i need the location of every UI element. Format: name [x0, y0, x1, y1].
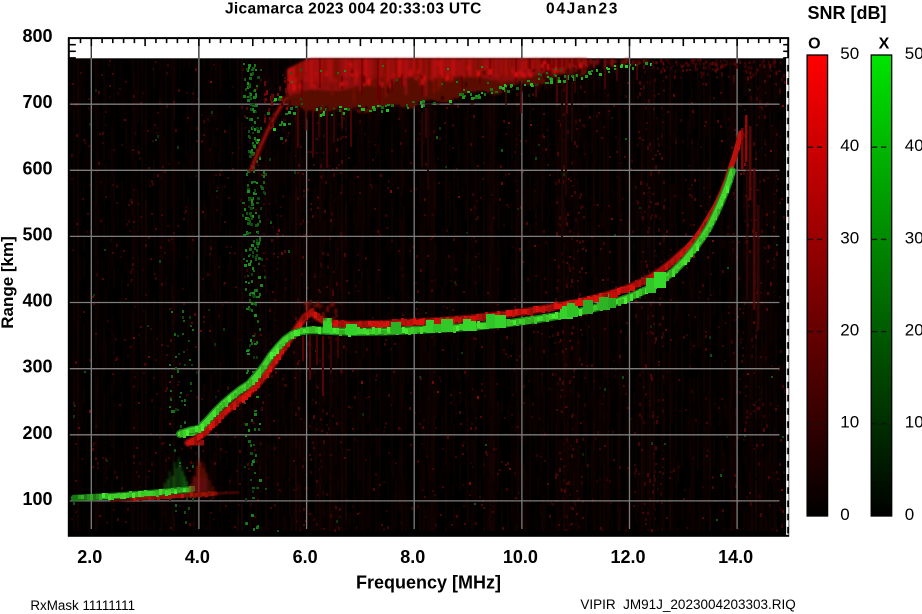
- svg-text:30: 30: [905, 228, 922, 247]
- svg-text:700: 700: [22, 92, 52, 112]
- svg-text:8.0: 8.0: [400, 547, 425, 567]
- svg-text:10: 10: [840, 413, 859, 432]
- svg-text:SNR [dB]: SNR [dB]: [808, 3, 887, 23]
- svg-text:6.0: 6.0: [293, 547, 318, 567]
- svg-text:100: 100: [22, 489, 52, 509]
- svg-text:500: 500: [22, 224, 52, 244]
- svg-text:20: 20: [905, 321, 922, 340]
- svg-text:40: 40: [905, 136, 922, 155]
- svg-text:O: O: [808, 36, 820, 53]
- svg-text:0: 0: [840, 505, 849, 524]
- svg-text:Frequency [MHz]: Frequency [MHz]: [356, 573, 501, 593]
- svg-text:300: 300: [22, 357, 52, 377]
- svg-text:X: X: [879, 36, 890, 53]
- svg-text:12.0: 12.0: [610, 547, 645, 567]
- svg-text:Jicamarca 2023 004 20:33:03 UT: Jicamarca 2023 004 20:33:03 UTC: [225, 1, 482, 18]
- svg-text:04Jan23: 04Jan23: [546, 1, 619, 18]
- svg-text:14.0: 14.0: [718, 547, 753, 567]
- svg-text:800: 800: [22, 26, 52, 46]
- svg-text:RxMask 11111111: RxMask 11111111: [30, 598, 135, 613]
- svg-text:30: 30: [840, 228, 859, 247]
- svg-text:4.0: 4.0: [185, 547, 210, 567]
- svg-text:50: 50: [840, 44, 859, 63]
- svg-text:600: 600: [22, 158, 52, 178]
- svg-text:VIPIR JM91J_2023004203303.RIQ: VIPIR JM91J_2023004203303.RIQ: [580, 597, 795, 612]
- svg-text:0: 0: [905, 505, 914, 524]
- svg-text:Range [km]: Range [km]: [0, 236, 17, 329]
- svg-text:10.0: 10.0: [503, 547, 538, 567]
- svg-text:20: 20: [840, 321, 859, 340]
- svg-text:50: 50: [905, 44, 922, 63]
- svg-text:2.0: 2.0: [77, 547, 102, 567]
- svg-text:10: 10: [905, 413, 922, 432]
- svg-text:200: 200: [22, 423, 52, 443]
- svg-text:400: 400: [22, 291, 52, 311]
- svg-text:40: 40: [840, 136, 859, 155]
